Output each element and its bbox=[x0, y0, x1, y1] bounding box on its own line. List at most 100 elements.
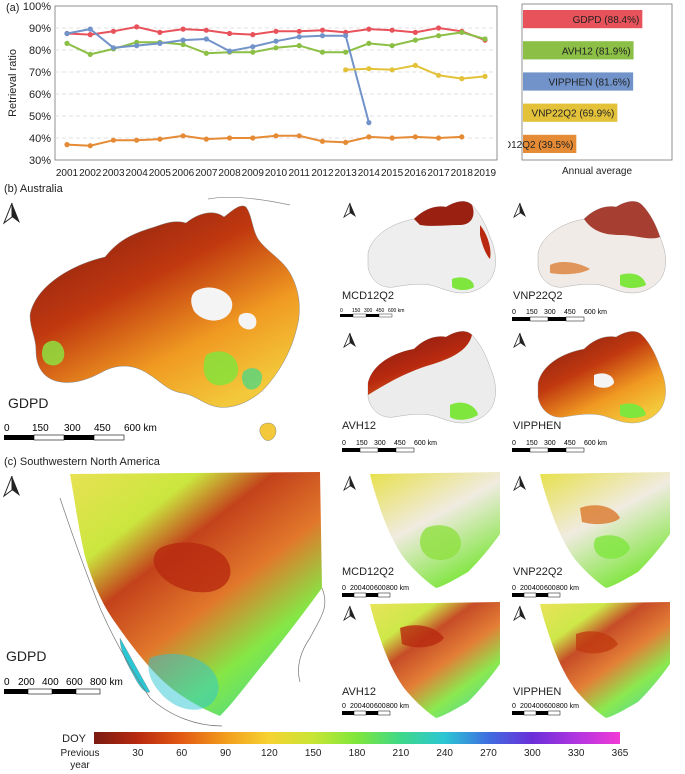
data-point-gdpd bbox=[250, 32, 255, 37]
svg-text:0: 0 bbox=[512, 585, 516, 592]
x-tick-label: 2010 bbox=[265, 168, 288, 179]
data-point-avh12 bbox=[204, 51, 209, 56]
north-america-avh12-scale-bar: 0 200 400 600 800 km bbox=[342, 700, 462, 718]
data-point-mcd12q2 bbox=[436, 135, 441, 140]
svg-text:200: 200 bbox=[520, 585, 532, 592]
svg-text:150: 150 bbox=[32, 423, 49, 434]
australia-mcd12q2-label: MCD12Q2 bbox=[342, 290, 394, 302]
svg-text:300: 300 bbox=[64, 423, 81, 434]
svg-text:400: 400 bbox=[362, 703, 374, 710]
data-point-gdpd bbox=[88, 32, 93, 37]
data-point-gdpd bbox=[181, 27, 186, 32]
north-america-avh12-label: AVH12 bbox=[342, 686, 376, 698]
svg-text:600 km: 600 km bbox=[584, 440, 607, 447]
australia-vipphen-map bbox=[514, 331, 666, 423]
data-point-mcd12q2 bbox=[390, 135, 395, 140]
y-tick-label: 70% bbox=[29, 67, 51, 79]
data-point-vnp22q2 bbox=[459, 76, 464, 81]
data-point-vipphen bbox=[204, 36, 209, 41]
svg-text:600: 600 bbox=[66, 677, 83, 688]
data-point-gdpd bbox=[273, 29, 278, 34]
svg-text:600 km: 600 km bbox=[414, 440, 437, 447]
legend-tick-label: 180 bbox=[349, 748, 366, 759]
north-america-main-label: GDPD bbox=[6, 648, 46, 664]
data-point-mcd12q2 bbox=[320, 139, 325, 144]
north-america-vnp22q2-label: VNP22Q2 bbox=[513, 566, 563, 578]
australia-vnp22q2-scale-bar: 0 150 300 450 600 km bbox=[512, 305, 632, 325]
x-tick-label: 2015 bbox=[381, 168, 404, 179]
svg-text:200: 200 bbox=[18, 677, 35, 688]
data-point-avh12 bbox=[413, 38, 418, 43]
svg-text:300: 300 bbox=[374, 440, 386, 447]
svg-text:600: 600 bbox=[544, 585, 556, 592]
australia-vnp22q2-map bbox=[514, 201, 666, 293]
data-point-avh12 bbox=[366, 41, 371, 46]
svg-text:600 km: 600 km bbox=[584, 309, 607, 316]
data-point-vnp22q2 bbox=[413, 63, 418, 68]
svg-text:600: 600 bbox=[374, 585, 386, 592]
svg-text:600 km: 600 km bbox=[388, 308, 404, 314]
legend-tick-label: 330 bbox=[568, 748, 585, 759]
svg-text:0: 0 bbox=[342, 703, 346, 710]
svg-text:0: 0 bbox=[4, 677, 10, 688]
data-point-mcd12q2 bbox=[459, 134, 464, 139]
north-america-main-scale-bar: 0 200 400 600 800 km bbox=[4, 672, 174, 704]
north-america-vipphen-label: VIPPHEN bbox=[513, 686, 561, 698]
y-axis-label: Retrieval ratio bbox=[7, 49, 19, 117]
data-point-mcd12q2 bbox=[343, 140, 348, 145]
australia-mcd12q2-scale-bar: 0 150 300 450 600 km bbox=[340, 305, 460, 321]
data-point-avh12 bbox=[88, 52, 93, 57]
data-point-avh12 bbox=[436, 33, 441, 38]
svg-text:300: 300 bbox=[544, 440, 556, 447]
svg-text:600 km: 600 km bbox=[124, 423, 157, 434]
data-point-vnp22q2 bbox=[390, 67, 395, 72]
data-point-mcd12q2 bbox=[366, 134, 371, 139]
data-point-mcd12q2 bbox=[227, 135, 232, 140]
svg-text:450: 450 bbox=[394, 440, 406, 447]
x-tick-label: 2005 bbox=[149, 168, 172, 179]
data-point-gdpd bbox=[204, 28, 209, 33]
data-point-gdpd bbox=[320, 28, 325, 33]
north-america-vipphen-scale-bar: 0 200 400 600 800 km bbox=[512, 700, 632, 718]
australia-vipphen-label: VIPPHEN bbox=[513, 420, 561, 432]
x-tick-label: 2006 bbox=[172, 168, 195, 179]
x-tick-label: 2018 bbox=[451, 168, 474, 179]
data-point-vnp22q2 bbox=[482, 74, 487, 79]
data-point-vnp22q2 bbox=[343, 67, 348, 72]
panel-b-label: (b) Australia bbox=[4, 183, 63, 195]
north-america-mcd12q2-label: MCD12Q2 bbox=[342, 566, 394, 578]
panel-c-label: (c) Southwestern North America bbox=[4, 456, 160, 468]
data-point-vipphen bbox=[64, 31, 69, 36]
bar-label: VIPPHEN (81.6%) bbox=[548, 78, 630, 89]
data-point-vipphen bbox=[343, 33, 348, 38]
svg-text:0: 0 bbox=[512, 703, 516, 710]
legend-tick-label: year bbox=[70, 760, 90, 771]
y-tick-label: 60% bbox=[29, 89, 51, 101]
data-point-vnp22q2 bbox=[436, 73, 441, 78]
data-point-gdpd bbox=[436, 25, 441, 30]
svg-text:0: 0 bbox=[512, 309, 516, 316]
data-point-gdpd bbox=[157, 30, 162, 35]
data-point-avh12 bbox=[297, 43, 302, 48]
bar-chart-title: Annual average bbox=[562, 166, 632, 177]
y-tick-label: 90% bbox=[29, 23, 51, 35]
svg-text:800 km: 800 km bbox=[556, 703, 579, 710]
svg-text:300: 300 bbox=[364, 308, 373, 314]
legend-title: DOY bbox=[62, 733, 87, 745]
data-point-vipphen bbox=[111, 45, 116, 50]
svg-text:150: 150 bbox=[526, 440, 538, 447]
data-point-mcd12q2 bbox=[157, 137, 162, 142]
svg-text:400: 400 bbox=[362, 585, 374, 592]
svg-text:450: 450 bbox=[564, 309, 576, 316]
svg-text:600: 600 bbox=[544, 703, 556, 710]
australia-vipphen-scale-bar: 0 150 300 450 600 km bbox=[512, 436, 632, 456]
data-point-avh12 bbox=[273, 45, 278, 50]
svg-text:800 km: 800 km bbox=[556, 585, 579, 592]
series-line-vipphen bbox=[67, 29, 369, 123]
australia-avh12-scale-bar: 0 150 300 450 600 km bbox=[342, 436, 462, 456]
data-point-avh12 bbox=[390, 43, 395, 48]
legend-tick-label: 90 bbox=[220, 748, 232, 759]
legend-tick-label: 60 bbox=[176, 748, 188, 759]
data-point-vipphen bbox=[297, 34, 302, 39]
svg-text:400: 400 bbox=[532, 703, 544, 710]
